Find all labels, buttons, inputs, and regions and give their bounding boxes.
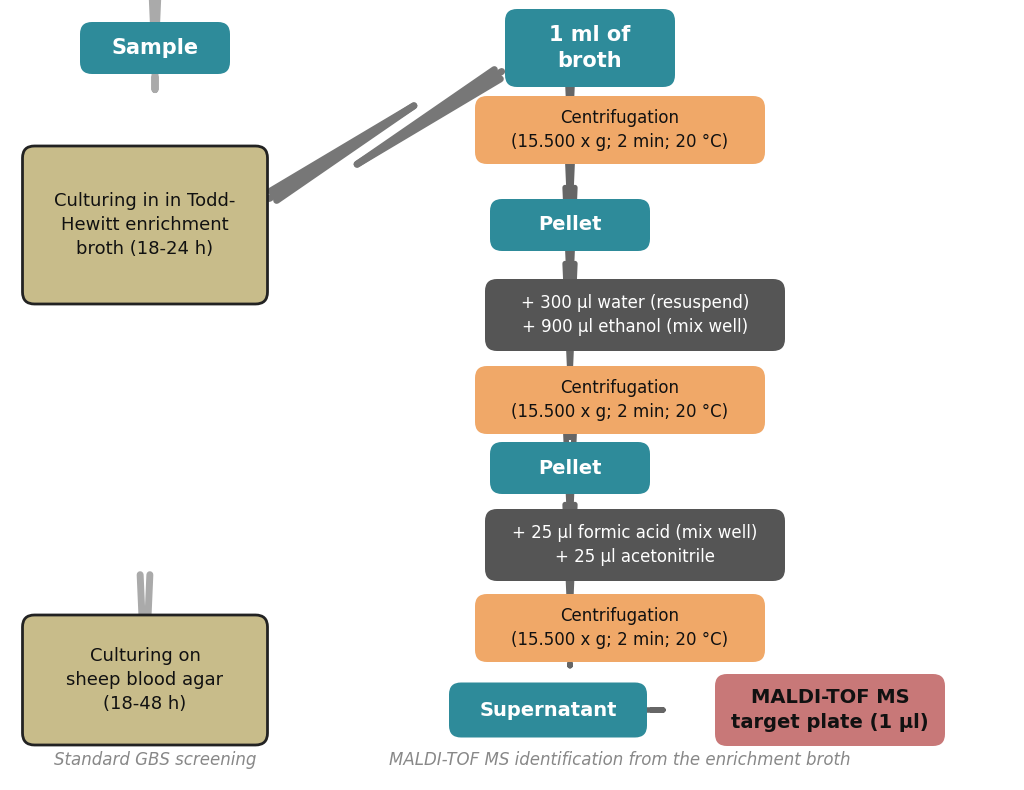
FancyBboxPatch shape (475, 366, 765, 434)
FancyBboxPatch shape (490, 199, 650, 251)
Text: Culturing on
sheep blood agar
(18-48 h): Culturing on sheep blood agar (18-48 h) (67, 647, 223, 713)
FancyBboxPatch shape (23, 615, 267, 745)
Text: MALDI-TOF MS
target plate (1 μl): MALDI-TOF MS target plate (1 μl) (731, 688, 929, 732)
FancyBboxPatch shape (490, 442, 650, 494)
Text: Centrifugation
(15.500 x g; 2 min; 20 °C): Centrifugation (15.500 x g; 2 min; 20 °C… (511, 379, 728, 421)
Text: Pellet: Pellet (539, 458, 602, 477)
Text: + 300 μl water (resuspend)
+ 900 μl ethanol (mix well): + 300 μl water (resuspend) + 900 μl etha… (521, 294, 750, 336)
FancyBboxPatch shape (475, 96, 765, 164)
Text: + 25 μl formic acid (mix well)
+ 25 μl acetonitrile: + 25 μl formic acid (mix well) + 25 μl a… (512, 525, 758, 566)
FancyBboxPatch shape (485, 509, 785, 581)
Text: Standard GBS screening: Standard GBS screening (54, 751, 256, 769)
FancyBboxPatch shape (475, 594, 765, 662)
Text: Sample: Sample (112, 38, 199, 58)
Text: Centrifugation
(15.500 x g; 2 min; 20 °C): Centrifugation (15.500 x g; 2 min; 20 °C… (511, 608, 728, 649)
Text: 1 ml of
broth: 1 ml of broth (549, 24, 631, 71)
FancyBboxPatch shape (485, 279, 785, 351)
FancyBboxPatch shape (715, 674, 945, 746)
FancyBboxPatch shape (80, 22, 230, 74)
Text: Culturing in in Todd-
Hewitt enrichment
broth (18-24 h): Culturing in in Todd- Hewitt enrichment … (54, 193, 236, 258)
Text: Pellet: Pellet (539, 216, 602, 235)
FancyBboxPatch shape (505, 9, 675, 87)
FancyBboxPatch shape (449, 683, 647, 738)
Text: Centrifugation
(15.500 x g; 2 min; 20 °C): Centrifugation (15.500 x g; 2 min; 20 °C… (511, 109, 728, 151)
FancyBboxPatch shape (23, 146, 267, 304)
Text: Supernatant: Supernatant (479, 701, 616, 720)
Text: MALDI-TOF MS identification from the enrichment broth: MALDI-TOF MS identification from the enr… (389, 751, 851, 769)
